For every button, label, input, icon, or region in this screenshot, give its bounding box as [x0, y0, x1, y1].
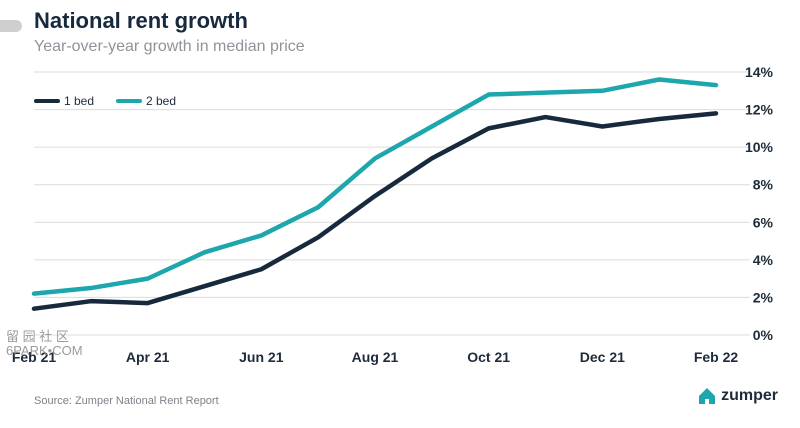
x-tick-label: Feb 21	[12, 349, 57, 365]
x-tick-label: Jun 21	[239, 349, 284, 365]
house-icon	[699, 388, 716, 404]
y-tick-label: 12%	[745, 102, 774, 118]
logo-text: zumper	[721, 387, 778, 404]
x-tick-label: Aug 21	[352, 349, 399, 365]
x-tick-label: Apr 21	[126, 349, 170, 365]
y-tick-label: 2%	[753, 289, 774, 305]
watermark-line-1: 留 园 社 区	[6, 329, 69, 344]
series-line-1	[31, 111, 719, 311]
chart-subtitle: Year-over-year growth in median price	[34, 38, 305, 55]
x-tick-label: Dec 21	[580, 349, 625, 365]
y-tick-label: 0%	[753, 327, 774, 343]
legend-label: 2 bed	[146, 94, 176, 108]
zumper-logo: zumper	[697, 386, 778, 406]
y-tick-label: 6%	[753, 214, 774, 230]
corner-tab	[0, 20, 22, 32]
x-axis-ticks: Feb 21 Apr 21 Jun 21 Aug 21 Oct 21 Dec 21 Feb …	[12, 349, 739, 365]
legend: 1 bed 2 bed	[34, 94, 176, 108]
y-axis-ticks: 0% 2% 4% 6% 8% 10% 12% 14%	[745, 64, 774, 343]
series-line-2	[31, 77, 719, 296]
series-lines	[31, 77, 719, 311]
y-tick-label: 14%	[745, 64, 774, 80]
chart-title: National rent growth	[34, 8, 248, 33]
y-tick-label: 4%	[753, 252, 774, 268]
y-tick-label: 8%	[753, 177, 774, 193]
watermark-line-2: 6PARK•COM	[6, 343, 83, 358]
x-tick-label: Feb 22	[694, 349, 739, 365]
watermark: 留 园 社 区 6PARK•COM	[6, 330, 83, 358]
source-note: Source: Zumper National Rent Report	[34, 395, 219, 407]
legend-label: 1 bed	[64, 94, 94, 108]
grid	[34, 71, 750, 336]
x-tick-label: Oct 21	[467, 349, 510, 365]
y-tick-label: 10%	[745, 139, 774, 155]
